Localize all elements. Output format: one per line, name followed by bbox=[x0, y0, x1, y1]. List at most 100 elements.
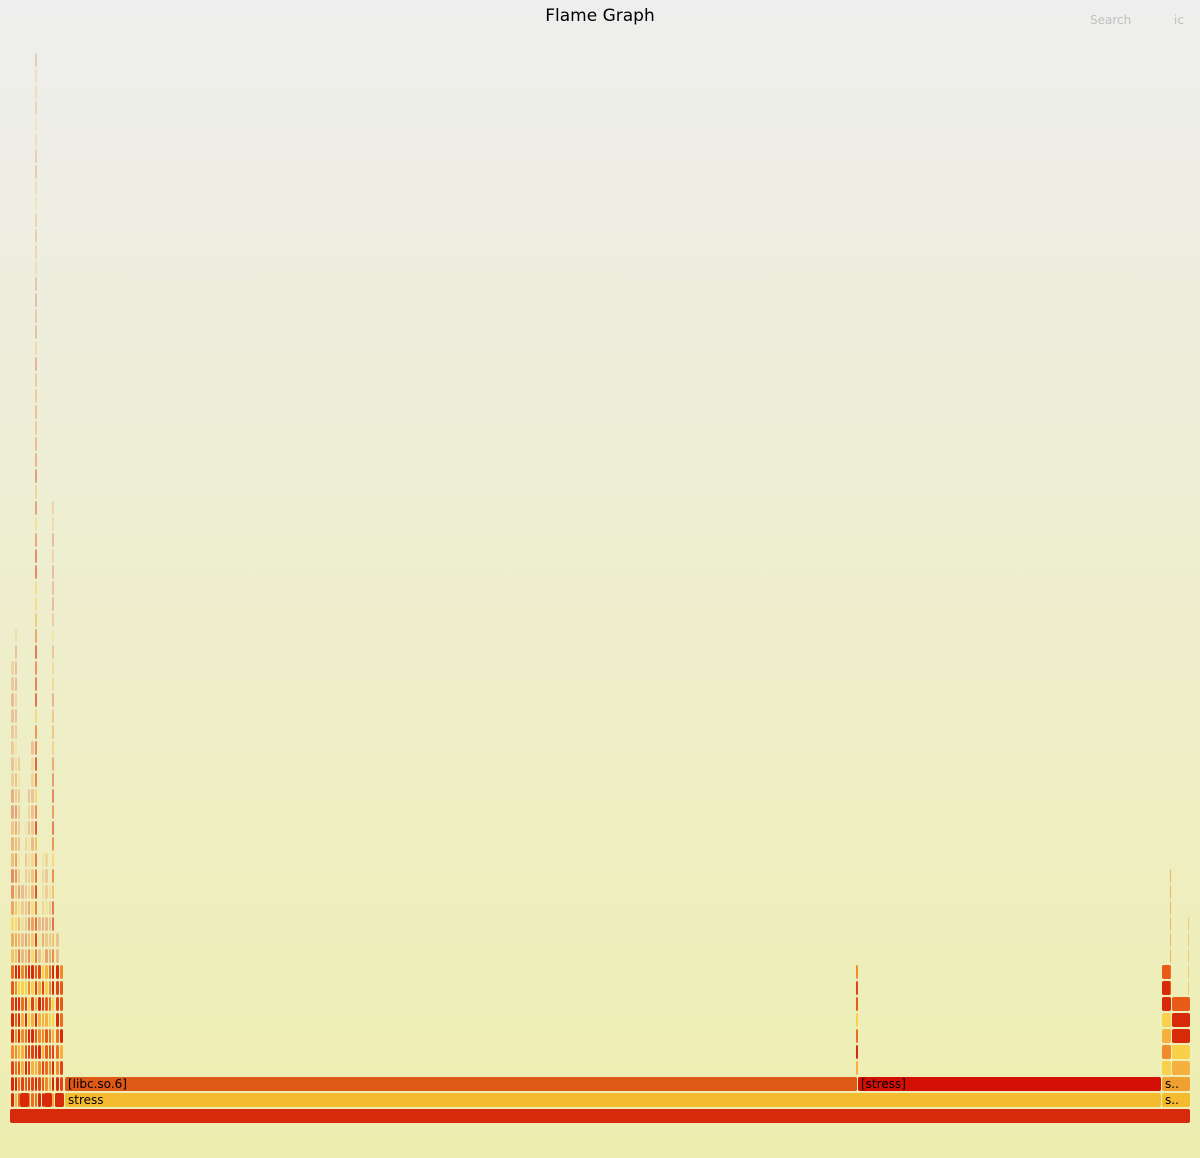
stack-frame[interactable] bbox=[25, 1045, 27, 1059]
stack-frame[interactable] bbox=[25, 949, 27, 963]
stack-frame[interactable] bbox=[1172, 1013, 1190, 1027]
stack-frame[interactable] bbox=[49, 949, 51, 963]
stack-frame[interactable] bbox=[45, 933, 48, 947]
stack-frame[interactable] bbox=[49, 965, 51, 979]
stack-frame[interactable] bbox=[45, 869, 48, 883]
stack-frame[interactable] bbox=[52, 613, 54, 627]
stack-frame[interactable] bbox=[15, 901, 17, 915]
stack-frame[interactable] bbox=[35, 789, 37, 803]
stack-frame[interactable] bbox=[38, 1077, 41, 1091]
stack-frame[interactable] bbox=[45, 1013, 48, 1027]
stack-frame[interactable] bbox=[28, 837, 30, 851]
stack-frame[interactable] bbox=[35, 837, 37, 851]
stack-frame[interactable] bbox=[42, 1045, 44, 1059]
stack-frame[interactable] bbox=[1170, 917, 1171, 931]
stack-frame[interactable] bbox=[49, 1013, 51, 1027]
stack-frame[interactable] bbox=[15, 965, 17, 979]
frame-root[interactable] bbox=[10, 1109, 1190, 1123]
stack-frame[interactable] bbox=[45, 1045, 48, 1059]
stack-frame[interactable] bbox=[35, 197, 37, 211]
stack-frame[interactable] bbox=[35, 533, 37, 547]
stack-frame[interactable] bbox=[11, 965, 14, 979]
stack-frame[interactable] bbox=[28, 917, 30, 931]
stack-frame[interactable] bbox=[35, 581, 37, 595]
stack-frame[interactable] bbox=[31, 773, 34, 787]
frame--stress-[interactable] bbox=[858, 1077, 1161, 1091]
stack-frame[interactable] bbox=[56, 1045, 59, 1059]
stack-frame[interactable] bbox=[35, 965, 37, 979]
stack-frame[interactable] bbox=[15, 693, 17, 707]
stack-frame[interactable] bbox=[15, 645, 17, 659]
stack-frame[interactable] bbox=[15, 741, 17, 755]
stack-frame[interactable] bbox=[38, 1029, 41, 1043]
stack-frame[interactable] bbox=[35, 1061, 37, 1075]
stack-frame[interactable] bbox=[25, 1029, 27, 1043]
stack-frame[interactable] bbox=[18, 1093, 20, 1107]
stack-frame[interactable] bbox=[52, 549, 54, 563]
stack-frame[interactable] bbox=[1172, 1061, 1190, 1075]
stack-frame[interactable] bbox=[35, 645, 37, 659]
stack-frame[interactable] bbox=[42, 901, 44, 915]
stack-frame[interactable] bbox=[38, 1045, 41, 1059]
stack-frame[interactable] bbox=[52, 981, 54, 995]
stack-frame[interactable] bbox=[28, 789, 30, 803]
stack-frame[interactable] bbox=[42, 1077, 44, 1091]
stack-frame[interactable] bbox=[35, 1093, 37, 1107]
stack-frame[interactable] bbox=[35, 261, 37, 275]
stack-frame[interactable] bbox=[15, 1061, 17, 1075]
stack-frame[interactable] bbox=[35, 53, 37, 67]
stack-frame[interactable] bbox=[35, 853, 37, 867]
stack-frame[interactable] bbox=[1188, 981, 1189, 995]
stack-frame[interactable] bbox=[15, 1093, 17, 1107]
stack-frame[interactable] bbox=[1188, 933, 1189, 947]
stack-frame[interactable] bbox=[52, 709, 54, 723]
stack-frame[interactable] bbox=[35, 485, 37, 499]
stack-frame[interactable] bbox=[11, 1061, 14, 1075]
stack-frame[interactable] bbox=[35, 101, 37, 115]
stack-frame[interactable] bbox=[11, 1045, 14, 1059]
frame-stress[interactable] bbox=[65, 1093, 1161, 1107]
stack-frame[interactable] bbox=[49, 1061, 51, 1075]
stack-frame[interactable] bbox=[15, 773, 17, 787]
stack-frame[interactable] bbox=[856, 1045, 858, 1059]
stack-frame[interactable] bbox=[35, 117, 37, 131]
stack-frame[interactable] bbox=[25, 869, 27, 883]
stack-frame[interactable] bbox=[1162, 1061, 1171, 1075]
stack-frame[interactable] bbox=[31, 1045, 34, 1059]
stack-frame[interactable] bbox=[21, 965, 24, 979]
stack-frame[interactable] bbox=[52, 885, 54, 899]
stack-frame[interactable] bbox=[52, 933, 54, 947]
stack-frame[interactable] bbox=[45, 917, 48, 931]
stack-frame[interactable] bbox=[11, 725, 14, 739]
stack-frame[interactable] bbox=[35, 741, 37, 755]
stack-frame[interactable] bbox=[15, 933, 17, 947]
stack-frame[interactable] bbox=[25, 997, 27, 1011]
stack-frame[interactable] bbox=[28, 853, 30, 867]
stack-frame[interactable] bbox=[35, 1045, 37, 1059]
stack-frame[interactable] bbox=[52, 661, 54, 675]
stack-frame[interactable] bbox=[52, 901, 54, 915]
search-button[interactable]: Search bbox=[1090, 13, 1132, 27]
stack-frame[interactable] bbox=[856, 965, 858, 979]
stack-frame[interactable] bbox=[35, 213, 37, 227]
stack-frame[interactable] bbox=[42, 949, 44, 963]
stack-frame[interactable] bbox=[38, 917, 41, 931]
stack-frame[interactable] bbox=[52, 629, 54, 643]
stack-frame[interactable] bbox=[35, 661, 37, 675]
stack-frame[interactable] bbox=[15, 629, 17, 643]
stack-frame[interactable] bbox=[1162, 1045, 1171, 1059]
stack-frame[interactable] bbox=[856, 981, 858, 995]
stack-frame[interactable] bbox=[56, 1077, 59, 1091]
stack-frame[interactable] bbox=[1172, 997, 1190, 1011]
stack-frame[interactable] bbox=[31, 981, 34, 995]
stack-frame[interactable] bbox=[35, 773, 37, 787]
stack-frame[interactable] bbox=[35, 597, 37, 611]
stack-frame[interactable] bbox=[18, 917, 20, 931]
stack-frame[interactable] bbox=[31, 789, 34, 803]
stack-frame[interactable] bbox=[28, 1077, 30, 1091]
stack-frame[interactable] bbox=[11, 741, 14, 755]
stack-frame[interactable] bbox=[35, 133, 37, 147]
stack-frame[interactable] bbox=[28, 949, 30, 963]
frame-s-[interactable] bbox=[1162, 1093, 1190, 1107]
stack-frame[interactable] bbox=[49, 1045, 51, 1059]
